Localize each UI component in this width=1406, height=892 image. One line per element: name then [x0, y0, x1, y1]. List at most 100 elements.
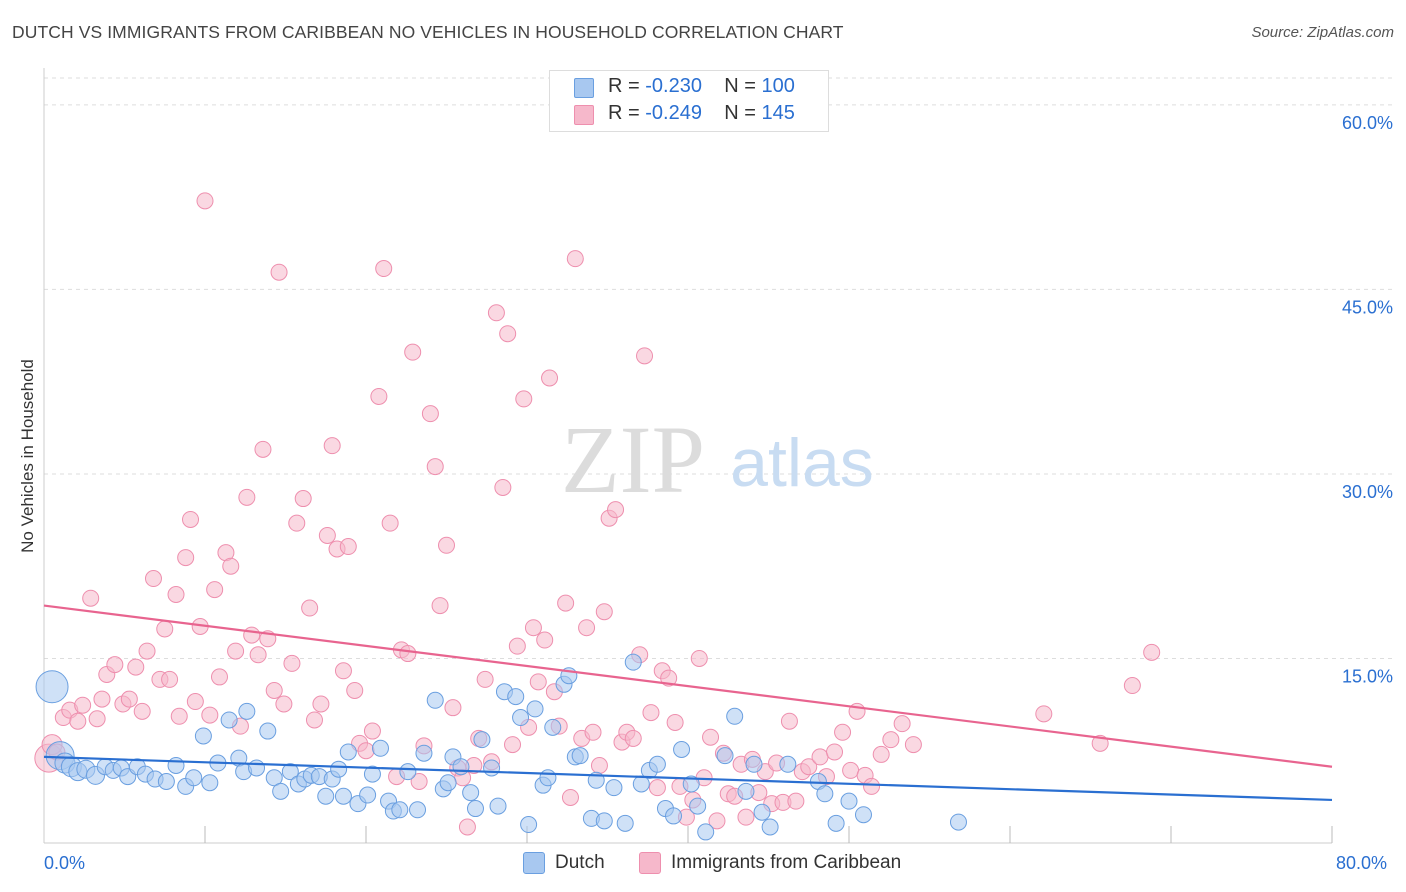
dutch-point — [466, 800, 484, 818]
caribbean-point — [536, 631, 554, 649]
caribbean-point — [227, 642, 245, 660]
caribbean-point — [780, 712, 798, 730]
dutch-point — [854, 806, 872, 824]
caribbean-point — [499, 325, 517, 343]
caribbean-point — [177, 549, 195, 567]
caribbean-point — [294, 490, 312, 508]
caribbean-point — [167, 586, 185, 604]
caribbean-point — [578, 619, 596, 637]
dutch-point — [426, 691, 444, 709]
caribbean-point — [787, 792, 805, 810]
dutch-point — [363, 765, 381, 783]
caribbean-point — [301, 599, 319, 617]
caribbean-point — [318, 526, 336, 544]
dutch-point — [272, 782, 290, 800]
caribbean-point — [410, 772, 428, 790]
caribbean-point — [487, 304, 505, 322]
caribbean-point — [702, 728, 720, 746]
dutch-point — [185, 769, 203, 787]
x-tick-label-min: 0.0% — [44, 853, 86, 873]
caribbean-point — [444, 699, 462, 717]
bottom-legend-swatch-dutch — [523, 852, 545, 874]
caribbean-point — [265, 681, 283, 699]
caribbean-point — [82, 589, 100, 607]
caribbean-point — [893, 715, 911, 733]
caribbean-point — [339, 538, 357, 556]
legend-r-label: R = — [608, 75, 640, 97]
dutch-point — [827, 814, 845, 832]
legend-r-label: R = — [608, 102, 640, 124]
caribbean-point — [270, 263, 288, 281]
legend-swatch-dutch — [574, 78, 594, 98]
caribbean-point — [375, 260, 393, 278]
caribbean-point — [93, 690, 111, 708]
dutch-point — [726, 707, 744, 725]
dutch-point — [194, 727, 212, 745]
dutch-trend-line — [43, 755, 1333, 802]
watermark: ZIP atlas — [561, 406, 874, 513]
caribbean-point — [438, 536, 455, 554]
caribbean-point — [737, 808, 755, 826]
caribbean-point — [863, 777, 881, 795]
caribbean-point — [238, 488, 256, 506]
dutch-point — [520, 816, 538, 834]
dutch-point — [409, 801, 427, 819]
caribbean-point — [648, 779, 666, 797]
dutch-point — [35, 670, 69, 704]
caribbean-point — [595, 603, 613, 621]
watermark-zip: ZIP — [561, 406, 705, 513]
caribbean-trend-line — [43, 604, 1333, 768]
caribbean-point — [186, 693, 204, 711]
dutch-point — [571, 747, 589, 765]
x-tick-label-max: 80.0% — [1336, 853, 1388, 873]
caribbean-point — [288, 514, 306, 532]
dutch-point — [840, 792, 858, 810]
caribbean-point — [74, 696, 92, 714]
dutch-point — [157, 772, 175, 790]
caribbean-point — [357, 742, 375, 760]
caribbean-point — [69, 712, 87, 730]
caribbean-point — [882, 731, 900, 749]
legend-r-value: -0.249 — [645, 102, 702, 124]
caribbean-point — [381, 514, 399, 532]
caribbean-point — [1123, 677, 1141, 695]
caribbean-point — [834, 723, 852, 741]
bottom-legend-swatch-caribbean — [639, 852, 661, 874]
caribbean-point — [120, 690, 138, 708]
caribbean-point — [156, 620, 174, 638]
dutch-point — [452, 758, 470, 776]
dutch-point — [399, 763, 417, 781]
y-tick-labels: 15.0% 30.0% 45.0% 60.0% — [1342, 113, 1393, 687]
caribbean-point — [1091, 734, 1109, 752]
dutch-point — [737, 782, 755, 800]
dutch-point — [745, 755, 763, 773]
dutch-points — [35, 653, 967, 841]
caribbean-point — [196, 192, 214, 210]
source-label: Source: ZipAtlas.com — [1251, 24, 1394, 41]
dutch-point — [689, 797, 707, 815]
caribbean-point — [811, 748, 829, 766]
dutch-point — [220, 711, 238, 729]
dutch-point — [248, 759, 266, 777]
caribbean-point — [624, 729, 642, 747]
dutch-point — [259, 722, 277, 740]
caribbean-point — [666, 713, 684, 731]
caribbean-point — [426, 458, 444, 476]
caribbean-point — [334, 662, 352, 680]
caribbean-point — [283, 654, 301, 672]
caribbean-point — [106, 656, 124, 674]
dutch-point — [473, 731, 491, 749]
dutch-point — [753, 803, 771, 821]
caribbean-point — [249, 646, 267, 664]
dutch-point — [489, 797, 507, 815]
caribbean-point — [584, 723, 602, 741]
caribbean-point — [458, 818, 476, 836]
caribbean-point — [515, 390, 533, 408]
stats-legend: R = -0.230 N = 100 R = -0.249 N = 145 — [549, 70, 829, 132]
caribbean-point — [243, 626, 261, 644]
caribbean-point — [346, 681, 364, 699]
dutch-point — [673, 741, 691, 759]
dutch-point — [281, 763, 299, 781]
dutch-point — [595, 812, 613, 830]
caribbean-point — [826, 743, 844, 761]
